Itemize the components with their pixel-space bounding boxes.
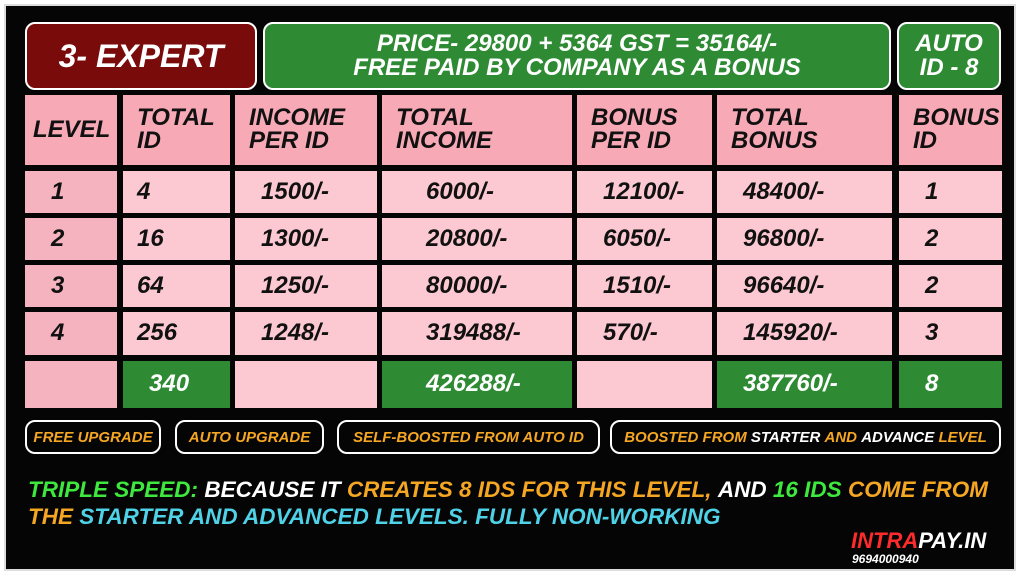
text-segment: AND: [717, 477, 767, 502]
badge: AUTO UPGRADE: [175, 420, 324, 454]
table-cell: 12100/-: [577, 171, 712, 213]
auto-line: ID - 8: [919, 54, 979, 81]
total-cell: [235, 361, 377, 408]
table-cell: 1300/-: [235, 218, 377, 260]
table-cell: 3: [25, 265, 117, 307]
brand-segment: INTRA: [851, 528, 919, 553]
table-cell: 6000/-: [382, 171, 572, 213]
badge: FREE UPGRADE: [25, 420, 161, 454]
price-line: PRICE- 29800 + 5364 GST = 35164/-: [376, 30, 778, 57]
table-cell: 4: [123, 171, 230, 213]
badge: BOOSTED FROM STARTER AND ADVANCE LEVEL: [610, 420, 1001, 454]
table-cell: 1510/-: [577, 265, 712, 307]
total-cell: 387760/-: [717, 361, 892, 408]
phone: 9694000940: [852, 552, 919, 566]
text-segment: ADVANCE: [861, 428, 935, 446]
table-cell: 1248/-: [235, 312, 377, 355]
note: TRIPLE SPEED: BECAUSE IT CREATES 8 IDS FOR…: [28, 476, 998, 530]
header-cell: TOTAL INCOME: [382, 95, 572, 165]
total-cell: [25, 361, 117, 408]
table-cell: 16: [123, 218, 230, 260]
text-segment: CREATES 8 IDS FOR THIS LEVEL,: [346, 477, 712, 502]
price-line: FREE PAID BY COMPANY AS A BONUS: [353, 54, 801, 81]
table-cell: 1250/-: [235, 265, 377, 307]
auto-line: AUTO: [915, 30, 983, 57]
text-segment: SELF-BOOSTED FROM AUTO ID: [353, 428, 584, 446]
table-cell: 2: [25, 218, 117, 260]
text-segment: AND: [824, 428, 858, 446]
total-cell: [577, 361, 712, 408]
table-cell: 1500/-: [235, 171, 377, 213]
header-cell: TOTAL ID: [123, 95, 230, 165]
brand-segment: PAY.IN: [918, 528, 987, 553]
table-cell: 570/-: [577, 312, 712, 355]
table-cell: 1: [899, 171, 1002, 213]
table-cell: 4: [25, 312, 117, 355]
page: 3- EXPERT PRICE- 29800 + 5364 GST = 3516…: [4, 4, 1016, 571]
table-cell: 96640/-: [717, 265, 892, 307]
total-cell: 8: [899, 361, 1002, 408]
text-segment: AUTO UPGRADE: [188, 428, 311, 446]
text-segment: STARTER: [750, 428, 821, 446]
table-cell: 80000/-: [382, 265, 572, 307]
table-cell: 64: [123, 265, 230, 307]
text-segment: STARTER AND ADVANCED LEVELS. FULLY NON-W…: [79, 504, 721, 529]
table-cell: 2: [899, 265, 1002, 307]
total-cell: 340: [123, 361, 230, 408]
header-cell: INCOME PER ID: [235, 95, 377, 165]
header-cell: BONUS PER ID: [577, 95, 712, 165]
header-cell: LEVEL: [25, 95, 117, 165]
badge: SELF-BOOSTED FROM AUTO ID: [337, 420, 600, 454]
table-cell: 2: [899, 218, 1002, 260]
text-segment: COME FROM THE: [28, 477, 988, 529]
text-segment: TRIPLE SPEED:: [28, 477, 199, 502]
table-cell: 319488/-: [382, 312, 572, 355]
text-segment: LEVEL: [938, 428, 987, 446]
table-cell: 256: [123, 312, 230, 355]
auto-box: AUTO ID - 8: [897, 22, 1001, 90]
total-cell: 426288/-: [382, 361, 572, 408]
table-cell: 6050/-: [577, 218, 712, 260]
table-cell: 1: [25, 171, 117, 213]
table-cell: 96800/-: [717, 218, 892, 260]
text-segment: BOOSTED FROM: [624, 428, 747, 446]
header-cell: BONUS ID: [899, 95, 1002, 165]
price-box: PRICE- 29800 + 5364 GST = 35164/- FREE P…: [263, 22, 891, 90]
text-segment: FREE UPGRADE: [33, 428, 153, 446]
table-cell: 20800/-: [382, 218, 572, 260]
table-cell: 3: [899, 312, 1002, 355]
text-segment: BECAUSE IT: [204, 477, 341, 502]
logo: INTRAPAY.IN: [851, 528, 986, 554]
table-cell: 145920/-: [717, 312, 892, 355]
text-segment: 16 IDS: [772, 477, 842, 502]
level-title: 3- EXPERT: [25, 22, 257, 90]
header-cell: TOTAL BONUS: [717, 95, 892, 165]
table-cell: 48400/-: [717, 171, 892, 213]
